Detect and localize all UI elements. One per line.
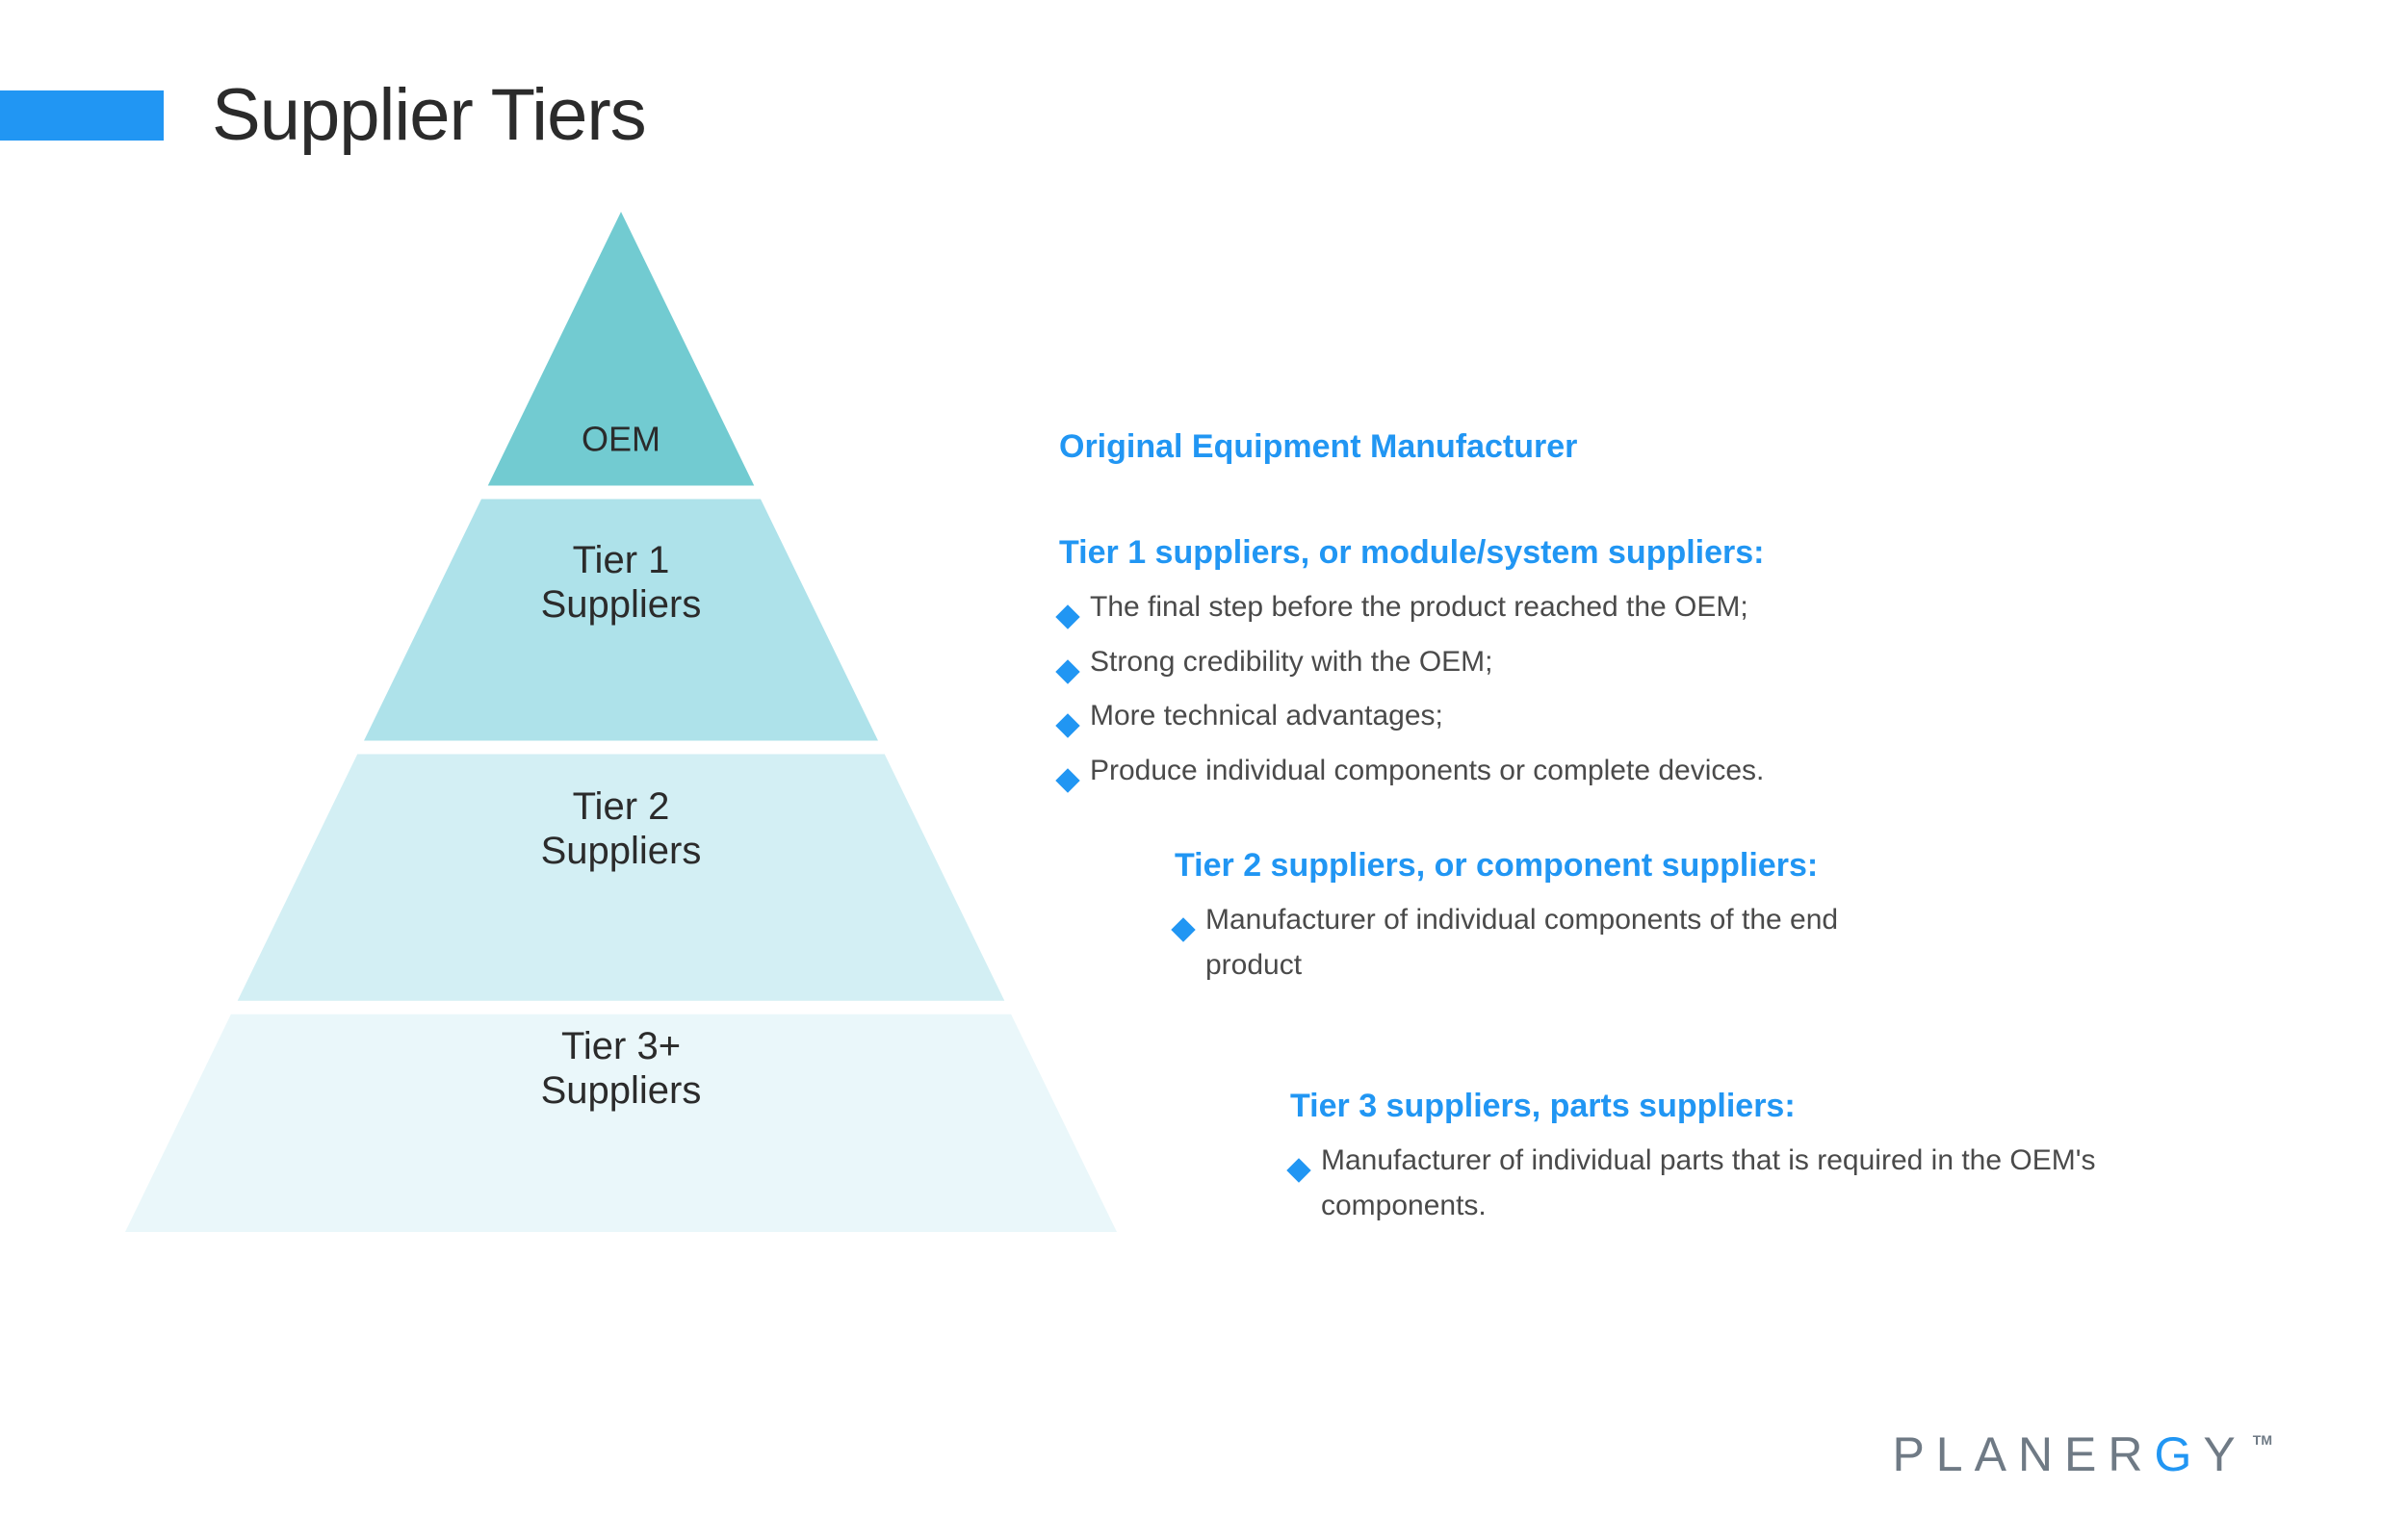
tier-description-item-text: Strong credibility with the OEM; [1090,640,1493,685]
tier-description-2: Tier 2 suppliers, or component suppliers… [1175,847,1899,988]
tier-description-list-1: The final step before the product reache… [1059,585,1765,803]
tier-description-list-3: Manufacturer of individual parts that is… [1290,1139,2187,1228]
brand-text-blue: G [2155,1427,2204,1481]
pyramid-tier-label-3: Tier 3+Suppliers [125,1024,1117,1113]
tier-description-item: The final step before the product reache… [1059,585,1765,640]
diamond-bullet-icon [1059,650,1076,695]
brand-tm: TM [2253,1432,2272,1448]
diamond-bullet-icon [1059,595,1076,640]
tier-description-item: Strong credibility with the OEM; [1059,640,1765,695]
tier-description-3: Tier 3 suppliers, parts suppliers: Manufa… [1290,1088,2187,1228]
pyramid-tier-label-0: OEM [125,420,1117,459]
tier-description-heading-1: Tier 1 suppliers, or module/system suppl… [1059,534,1765,572]
brand-text-gray2: Y [2203,1427,2246,1481]
tier-description-item: Manufacturer of individual parts that is… [1290,1139,2187,1228]
tier-description-item-text: More technical advantages; [1090,694,1443,739]
title-bar: Supplier Tiers [0,73,646,157]
tier-description-item: Produce individual components or complet… [1059,749,1765,804]
page-title: Supplier Tiers [212,73,646,157]
brand-text-gray: PLANER [1892,1427,2154,1481]
brand-logo: PLANERGY TM [1892,1426,2272,1482]
tier-description-heading-0: Original Equipment Manufacturer [1059,428,1577,466]
diamond-bullet-icon [1059,704,1076,749]
tier-description-item-text: Manufacturer of individual parts that is… [1321,1139,2187,1228]
tier-description-item: More technical advantages; [1059,694,1765,749]
pyramid-diagram: OEM Tier 1Suppliers Tier 2Suppliers Tier 3+… [125,212,1117,1232]
tier-description-1: Tier 1 suppliers, or module/system suppl… [1059,534,1765,803]
tier-description-item: Manufacturer of individual components of… [1175,898,1899,988]
brand-text: PLANERGY [1892,1426,2246,1482]
diamond-bullet-icon [1059,758,1076,804]
tier-description-item-text: Produce individual components or complet… [1090,749,1764,794]
tier-description-list-2: Manufacturer of individual components of… [1175,898,1899,988]
tier-description-item-text: The final step before the product reache… [1090,585,1748,630]
pyramid-tier-label-1: Tier 1Suppliers [125,538,1117,627]
tier-description-heading-2: Tier 2 suppliers, or component suppliers… [1175,847,1899,885]
tier-description-0: Original Equipment Manufacturer [1059,428,1577,466]
tier-description-heading-3: Tier 3 suppliers, parts suppliers: [1290,1088,2187,1125]
pyramid-tier-label-2: Tier 2Suppliers [125,784,1117,873]
diamond-bullet-icon [1290,1148,1307,1194]
diamond-bullet-icon [1175,908,1192,953]
tier-description-item-text: Manufacturer of individual components of… [1205,898,1899,988]
title-accent-block [0,90,164,141]
